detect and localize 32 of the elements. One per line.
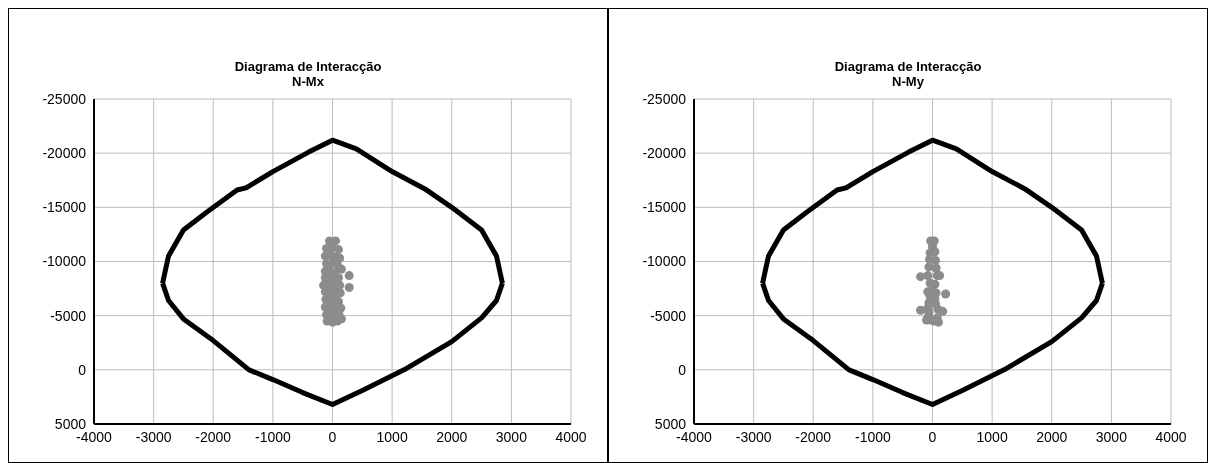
y-tick-label: 0 xyxy=(78,361,87,378)
y-tick-label: -15000 xyxy=(642,199,687,216)
y-tick-label: -25000 xyxy=(642,90,687,107)
x-tick-label: 2000 xyxy=(436,428,468,445)
chart-title: Diagrama de Interacção xyxy=(833,59,983,74)
x-tick-label: 4000 xyxy=(555,428,587,445)
x-tick-label: 2000 xyxy=(1036,428,1068,445)
x-tick-label: -1000 xyxy=(854,428,891,445)
y-tick-label: -15000 xyxy=(42,199,87,216)
y-tick-label: 0 xyxy=(678,361,687,378)
x-tick-label: 4000 xyxy=(1155,428,1187,445)
y-tick-label: -5000 xyxy=(50,307,87,324)
x-tick-label: -2000 xyxy=(795,428,832,445)
y-tick-label: -10000 xyxy=(42,253,87,270)
y-tick-label: -10000 xyxy=(642,253,687,270)
x-tick-label: -3000 xyxy=(735,428,772,445)
y-tick-label: -5000 xyxy=(650,307,687,324)
x-tick-label: -2000 xyxy=(195,428,232,445)
x-tick-label: -3000 xyxy=(135,428,172,445)
x-tick-label: 0 xyxy=(928,428,937,445)
x-tick-label: 1000 xyxy=(976,428,1008,445)
x-tick-label: 3000 xyxy=(495,428,528,445)
y-tick-label: -20000 xyxy=(42,145,87,162)
x-tick-label: 0 xyxy=(328,428,337,445)
chart-title: Diagrama de Interacção xyxy=(233,59,383,74)
chart-subtitle: N-Mx xyxy=(291,74,325,89)
y-tick-label: -20000 xyxy=(642,145,687,162)
x-tick-label: -1000 xyxy=(254,428,291,445)
x-tick-label: 3000 xyxy=(1095,428,1128,445)
y-tick-label: -25000 xyxy=(42,90,87,107)
chart-subtitle: N-My xyxy=(891,74,925,89)
x-tick-label: 1000 xyxy=(376,428,408,445)
